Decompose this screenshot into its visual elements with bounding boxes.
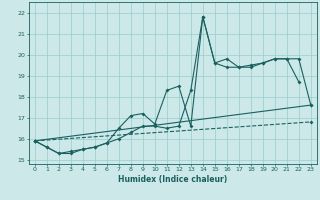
X-axis label: Humidex (Indice chaleur): Humidex (Indice chaleur) xyxy=(118,175,228,184)
